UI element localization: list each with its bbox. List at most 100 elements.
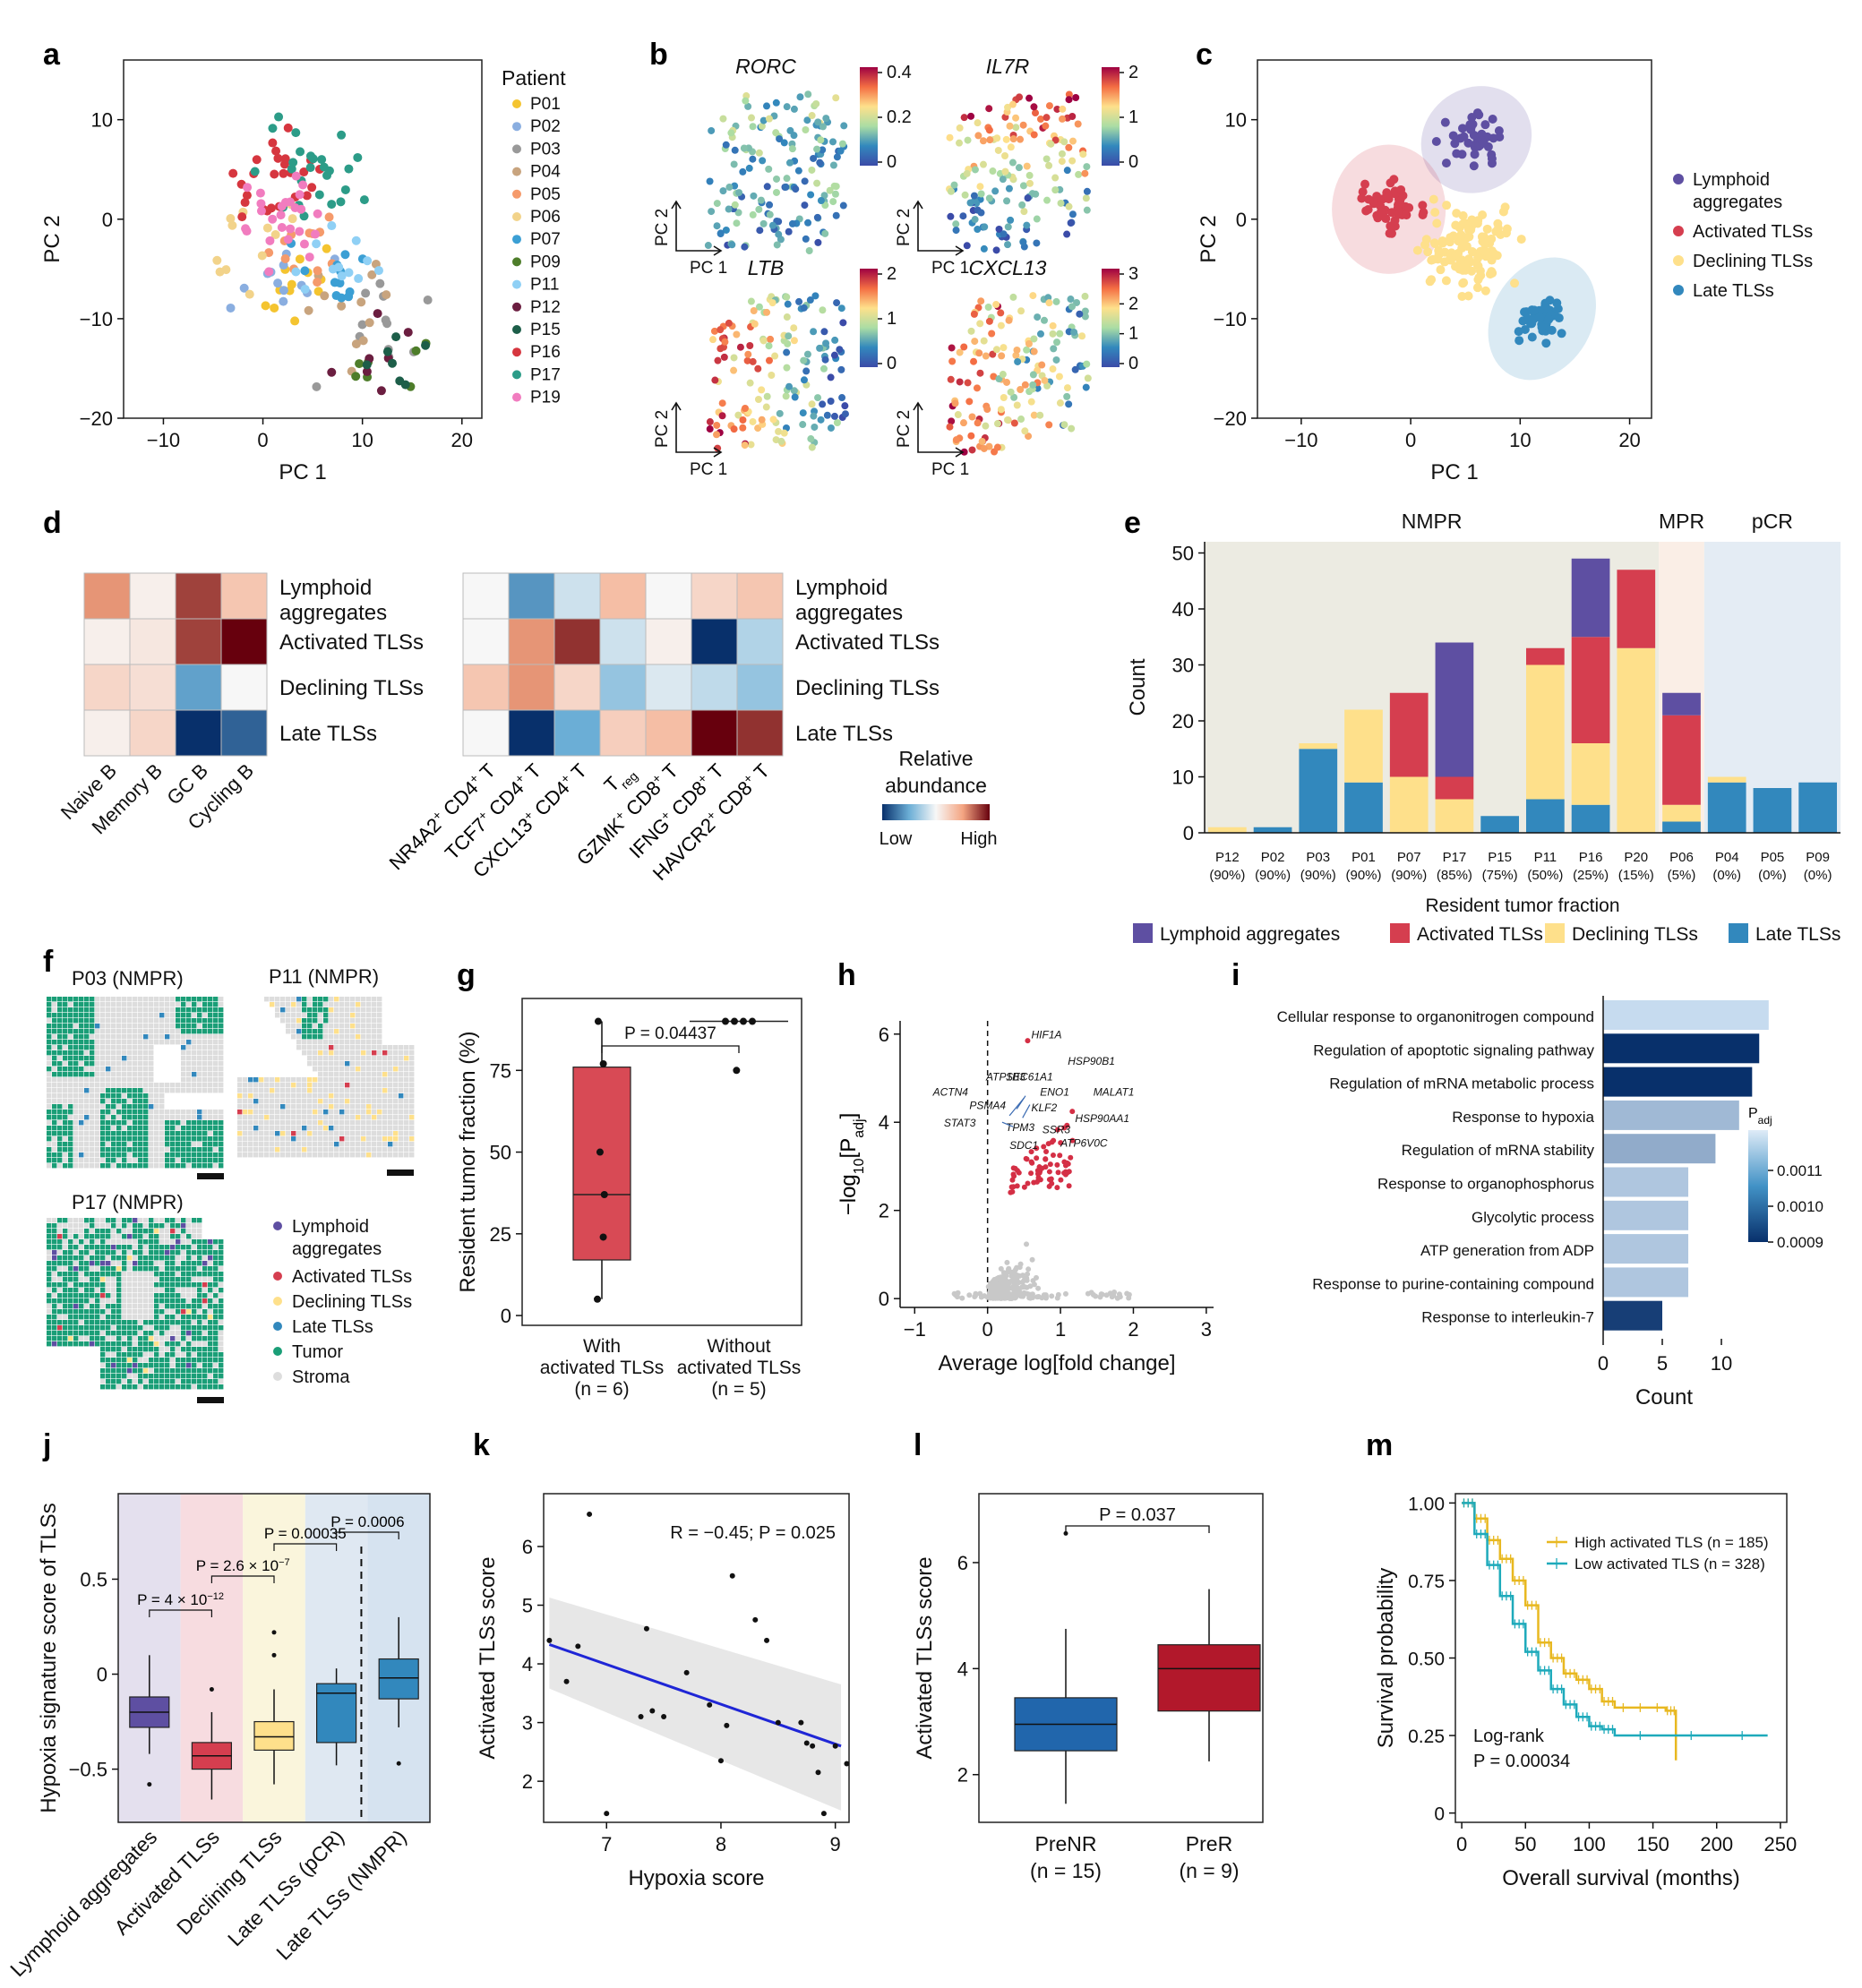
spatial-spot-P17 bbox=[63, 1282, 68, 1288]
spatial-spot-P03 bbox=[192, 1126, 197, 1131]
gene-point-ns bbox=[992, 1294, 999, 1300]
point-IL7R bbox=[1030, 131, 1038, 139]
spatial-spot-P17 bbox=[159, 1223, 165, 1229]
spatial-spot-P11 bbox=[388, 1045, 393, 1050]
point-P19 bbox=[265, 236, 275, 245]
spatial-spot-P03 bbox=[219, 1083, 224, 1088]
spatial-spot-P03 bbox=[84, 1007, 90, 1013]
spatial-spot-P17 bbox=[116, 1309, 122, 1315]
point-P11 bbox=[327, 221, 337, 231]
spatial-spot-P17 bbox=[116, 1374, 122, 1379]
spatial-spot-P03 bbox=[213, 1067, 219, 1072]
x-tick-label: 8 bbox=[716, 1833, 726, 1855]
spatial-spot-P17 bbox=[127, 1282, 133, 1288]
point-IL7R bbox=[1015, 164, 1023, 172]
point-LTB bbox=[741, 404, 749, 412]
gene-title-LTB: LTB bbox=[748, 256, 784, 279]
spatial-spot-P03 bbox=[106, 1007, 111, 1013]
spatial-spot-P03 bbox=[52, 1024, 57, 1029]
spatial-spot-P17 bbox=[170, 1288, 176, 1293]
spatial-spot-P03 bbox=[106, 1050, 111, 1056]
spatial-spot-P17 bbox=[90, 1341, 95, 1347]
spatial-spot-P03 bbox=[138, 1056, 143, 1061]
point-CXCL13 bbox=[978, 438, 986, 446]
spatial-spot-P03 bbox=[63, 1088, 68, 1093]
spatial-spot-P17 bbox=[208, 1347, 213, 1352]
spatial-spot-P17 bbox=[47, 1331, 52, 1336]
spatial-spot-P11 bbox=[377, 1024, 382, 1029]
spatial-spot-P03 bbox=[127, 1163, 133, 1169]
spatial-spot-P03 bbox=[111, 1018, 116, 1024]
spatial-spot-P11 bbox=[372, 1104, 377, 1110]
spatial-spot-P03 bbox=[100, 1158, 106, 1163]
spatial-spot-P17 bbox=[47, 1239, 52, 1245]
spatial-spot-P17 bbox=[111, 1341, 116, 1347]
spatial-spot-P11 bbox=[259, 1104, 264, 1110]
spatial-spot-P17 bbox=[127, 1218, 133, 1223]
spatial-spot-P17 bbox=[111, 1234, 116, 1239]
gene-title-IL7R: IL7R bbox=[986, 55, 1030, 78]
spatial-spot-P03 bbox=[133, 1126, 138, 1131]
point-CXCL13 bbox=[1081, 292, 1089, 300]
spatial-spot-P11 bbox=[323, 1083, 329, 1088]
spatial-spot-P11 bbox=[377, 1077, 382, 1083]
spatial-spot-P17 bbox=[213, 1368, 219, 1374]
spatial-spot-P11 bbox=[323, 1056, 329, 1061]
cluster-point bbox=[1467, 113, 1477, 123]
spatial-spot-P03 bbox=[57, 1099, 63, 1104]
gene-point-sig bbox=[1034, 1145, 1040, 1152]
spatial-spot-P17 bbox=[79, 1288, 84, 1293]
spatial-spot-P17 bbox=[106, 1218, 111, 1223]
point-IL7R bbox=[1068, 210, 1077, 219]
spatial-spot-P11 bbox=[264, 1093, 270, 1099]
spatial-spot-P17 bbox=[122, 1384, 127, 1390]
spatial-spot-P11 bbox=[323, 1153, 329, 1158]
spatial-spot-P17 bbox=[57, 1229, 63, 1234]
spatial-spot-P03 bbox=[122, 1136, 127, 1142]
point-CXCL13 bbox=[1063, 384, 1071, 392]
spatial-spot-P03 bbox=[154, 1083, 159, 1088]
spatial-spot-P11 bbox=[275, 997, 280, 1002]
spatial-spot-P17 bbox=[100, 1309, 106, 1315]
point-CXCL13 bbox=[1053, 338, 1061, 347]
spatial-spot-P03 bbox=[127, 1024, 133, 1029]
spatial-spot-P03 bbox=[47, 1007, 52, 1013]
spatial-spot-P17 bbox=[159, 1272, 165, 1277]
y-tick-label: 5 bbox=[522, 1595, 533, 1617]
spatial-spot-P11 bbox=[377, 1056, 382, 1061]
spatial-spot-P11 bbox=[339, 1034, 345, 1040]
spatial-spot-P11 bbox=[296, 1083, 302, 1088]
spatial-spot-P03 bbox=[197, 1040, 202, 1045]
spatial-spot-P11 bbox=[296, 1110, 302, 1115]
point-P11 bbox=[344, 268, 354, 278]
spatial-spot-P11 bbox=[259, 1099, 264, 1104]
data-point bbox=[733, 1067, 741, 1075]
spatial-spot-P11 bbox=[334, 1083, 339, 1088]
spatial-spot-P03 bbox=[165, 1040, 170, 1045]
spatial-spot-P11 bbox=[253, 1104, 259, 1110]
spatial-spot-P11 bbox=[339, 1018, 345, 1024]
spatial-spot-P03 bbox=[106, 1142, 111, 1147]
spatial-spot-P11 bbox=[350, 1147, 356, 1153]
spatial-spot-P03 bbox=[111, 1024, 116, 1029]
spatial-spot-P17 bbox=[197, 1223, 202, 1229]
spatial-spot-P11 bbox=[275, 1093, 280, 1099]
spatial-spot-P03 bbox=[149, 1088, 154, 1093]
spatial-spot-P11 bbox=[307, 1136, 313, 1142]
spatial-spot-P17 bbox=[100, 1288, 106, 1293]
cluster-point bbox=[1432, 219, 1442, 228]
point-LTB bbox=[739, 416, 747, 424]
spatial-spot-P03 bbox=[57, 1029, 63, 1034]
spatial-spot-P11 bbox=[291, 1131, 296, 1136]
spatial-spot-P11 bbox=[318, 1088, 323, 1093]
spatial-spot-P17 bbox=[106, 1255, 111, 1261]
spatial-spot-P17 bbox=[197, 1277, 202, 1282]
heatmap-cell bbox=[220, 572, 268, 620]
spatial-spot-P03 bbox=[116, 1034, 122, 1040]
spatial-spot-P03 bbox=[197, 1013, 202, 1018]
spatial-spot-P03 bbox=[197, 1029, 202, 1034]
point-RORC bbox=[808, 166, 816, 174]
spatial-spot-P11 bbox=[409, 1142, 415, 1147]
spatial-spot-P03 bbox=[143, 1163, 149, 1169]
